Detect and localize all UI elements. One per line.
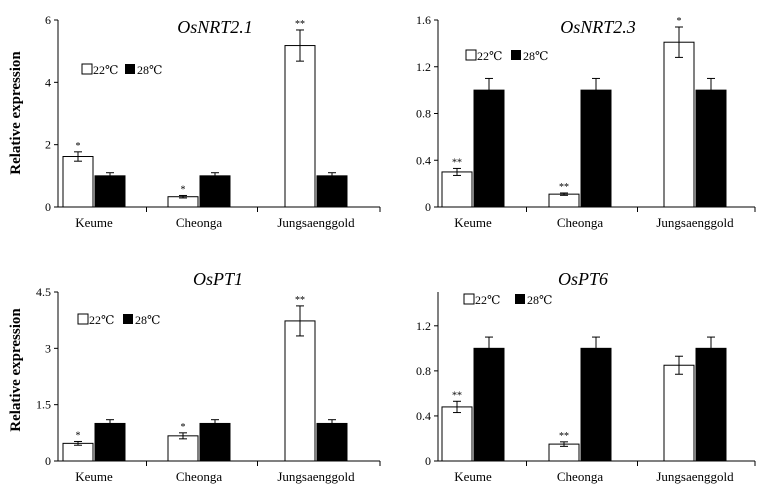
legend-label-28: 28℃ [523, 49, 548, 63]
bar-28c [316, 175, 348, 208]
significance-mark: * [76, 430, 81, 441]
legend-swatch-28 [515, 294, 525, 304]
bar-28c [580, 347, 612, 462]
bar-28c [94, 175, 126, 208]
bar-28c [695, 89, 727, 208]
bar-22c [284, 320, 316, 462]
y-tick-label: 1.2 [416, 319, 431, 333]
legend-label-22: 22℃ [93, 63, 118, 77]
x-tick-label: Keume [75, 469, 113, 484]
y-axis-label: Relative expression [8, 308, 24, 432]
panel-osnrt2-3: OsNRT2.3 0 0.4 0.8 1.2 1.6 Keume Cheonga Jungsa… [416, 13, 756, 230]
legend: 22℃ 28℃ [465, 49, 548, 63]
y-tick-label: 4.5 [36, 285, 51, 299]
legend-label-22: 22℃ [89, 313, 114, 327]
bar-22c [62, 442, 94, 462]
y-tick-label: 1.6 [416, 13, 431, 27]
significance-mark: * [181, 184, 186, 195]
legend-label-22: 22℃ [477, 49, 502, 63]
panel-osnrt2-1: Relative expression OsNRT2.1 0 2 4 6 Keume Ch… [8, 13, 381, 230]
y-tick-label: 1.2 [416, 60, 431, 74]
y-tick-label: 0 [45, 200, 51, 214]
legend-label-28: 28℃ [527, 293, 552, 307]
chart-title: OsNRT2.1 [177, 17, 253, 37]
bar-22c [663, 364, 695, 462]
bar-28c [316, 422, 348, 462]
x-tick-label: Keume [454, 469, 492, 484]
significance-mark: ** [559, 182, 569, 193]
legend-swatch-28 [511, 50, 521, 60]
bar-22c [548, 193, 580, 208]
bar-22c [284, 45, 316, 208]
significance-mark: ** [452, 390, 462, 401]
legend-swatch-22 [463, 293, 475, 305]
significance-mark: ** [295, 295, 305, 306]
panel-ospt6: OsPT6 0 0.4 0.8 1.2 Keume Cheonga Jungsaenggol… [416, 269, 756, 484]
x-tick-label: Jungsaenggold [277, 215, 355, 230]
chart-title: OsPT6 [558, 269, 608, 289]
y-tick-label: 0 [425, 200, 431, 214]
y-tick-label: 3 [45, 341, 51, 355]
y-tick-label: 0.4 [416, 409, 431, 423]
bar-22c [167, 435, 199, 462]
legend-label-22: 22℃ [475, 293, 500, 307]
significance-mark: ** [295, 19, 305, 30]
bar-22c [441, 406, 473, 462]
y-tick-label: 4 [45, 75, 51, 89]
bar-28c [473, 89, 505, 208]
legend-label-28: 28℃ [135, 313, 160, 327]
y-tick-label: 1.5 [36, 398, 51, 412]
y-tick-label: 0.8 [416, 107, 431, 121]
significance-mark: ** [559, 431, 569, 442]
significance-mark: ** [452, 157, 462, 168]
x-tick-label: Keume [454, 215, 492, 230]
bar-28c [199, 422, 231, 462]
panel-ospt1: Relative expression OsPT1 0 1.5 3 4.5 Keume C… [8, 269, 381, 484]
bar-28c [580, 89, 612, 208]
chart-title: OsNRT2.3 [560, 17, 636, 37]
x-tick-label: Jungsaenggold [656, 215, 734, 230]
bar-22c [441, 171, 473, 208]
bar-22c [663, 41, 695, 208]
significance-mark: * [181, 422, 186, 433]
x-tick-label: Keume [75, 215, 113, 230]
y-tick-label: 0.8 [416, 364, 431, 378]
legend: 22℃ 28℃ [463, 293, 552, 307]
y-tick-label: 6 [45, 13, 51, 27]
legend-label-28: 28℃ [137, 63, 162, 77]
bar-28c [94, 422, 126, 462]
y-tick-label: 2 [45, 138, 51, 152]
y-axis-label: Relative expression [8, 51, 24, 175]
y-tick-label: 0 [45, 454, 51, 468]
legend: 22℃ 28℃ [81, 63, 162, 77]
legend-swatch-28 [123, 314, 133, 324]
bar-28c [473, 347, 505, 462]
x-tick-label: Cheonga [176, 215, 222, 230]
legend-swatch-22 [81, 63, 93, 75]
x-tick-label: Cheonga [557, 469, 603, 484]
bar-28c [199, 175, 231, 208]
bar-28c [695, 347, 727, 462]
x-tick-label: Cheonga [176, 469, 222, 484]
legend-swatch-22 [77, 313, 89, 325]
significance-mark: * [677, 16, 682, 27]
bar-22c [62, 156, 94, 208]
x-tick-label: Jungsaenggold [277, 469, 355, 484]
chart-title: OsPT1 [193, 269, 243, 289]
significance-mark: * [76, 141, 81, 152]
legend-swatch-28 [125, 64, 135, 74]
x-tick-label: Cheonga [557, 215, 603, 230]
y-tick-label: 0.4 [416, 153, 431, 167]
legend-swatch-22 [465, 49, 477, 61]
legend: 22℃ 28℃ [77, 313, 160, 327]
x-tick-label: Jungsaenggold [656, 469, 734, 484]
y-tick-label: 0 [425, 454, 431, 468]
